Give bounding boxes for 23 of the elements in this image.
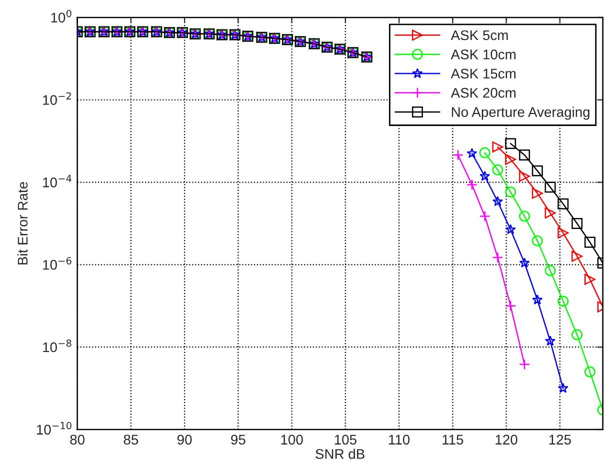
x-tick-label: 80 — [70, 434, 84, 445]
x-tick-label: 95 — [231, 434, 246, 445]
legend-label: No Aperture Averaging — [452, 106, 590, 120]
y-tick-label: 10$^{−4}$ — [43, 174, 72, 188]
y-tick-label: 10$^{−2}$ — [43, 92, 71, 105]
x-axis-title: SNR dB — [316, 448, 364, 459]
y-axis-title: Bit Error Rate — [17, 182, 28, 264]
legend-label: ASK 15cm — [450, 68, 516, 79]
y-tick-label: 10$^{0}$ — [51, 10, 72, 23]
x-tick-label: 105 — [334, 434, 356, 445]
x-tick-label: 125 — [549, 434, 571, 445]
y-tick-label: 10$^{−6}$ — [43, 257, 72, 270]
legend-label: ASK 5cm — [450, 30, 508, 40]
y-tick-label: 10$^{−10}$ — [36, 422, 72, 435]
x-tick-label: 120 — [496, 434, 518, 445]
x-tick-label: 100 — [281, 434, 303, 445]
legend-label: ASK 10cm — [450, 50, 516, 60]
x-tick-label: 110 — [389, 434, 410, 445]
x-tick-label: 115 — [442, 434, 464, 445]
x-tick-label: 85 — [124, 434, 138, 445]
x-tick-label: 90 — [177, 434, 192, 445]
y-tick-label: 10$^{−8}$ — [43, 340, 72, 352]
legend-label: ASK 20cm — [450, 88, 516, 98]
